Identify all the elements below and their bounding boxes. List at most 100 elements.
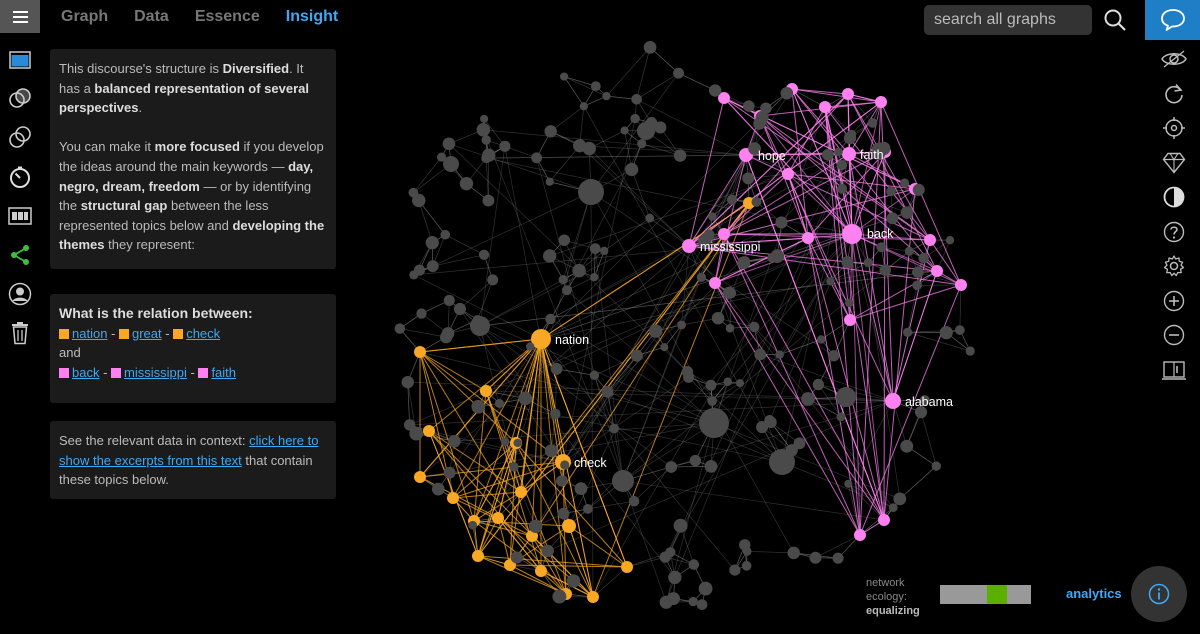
graph-node[interactable] [612, 470, 634, 492]
graph-node[interactable] [876, 242, 887, 253]
topic-node-pink[interactable] [709, 277, 721, 289]
graph-node[interactable] [886, 212, 899, 225]
topic-node-orange[interactable] [515, 486, 527, 498]
topic-node-pink[interactable] [854, 529, 866, 541]
graph-node[interactable] [665, 461, 678, 473]
timer-button[interactable] [0, 157, 40, 196]
topic-node-orange[interactable] [587, 591, 599, 603]
graph-node[interactable] [544, 444, 558, 458]
topic-node-orange[interactable] [472, 550, 484, 562]
topic-node-pink[interactable] [819, 101, 831, 113]
topic-node-pink[interactable] [682, 239, 696, 253]
network-graph[interactable]: hope faith back mississippi nation alaba… [340, 36, 980, 616]
zoom-in-button[interactable] [1152, 284, 1196, 319]
graph-node[interactable] [630, 349, 643, 362]
graph-node[interactable] [574, 482, 588, 496]
film-button[interactable] [0, 196, 40, 235]
topic-node-pink[interactable] [782, 168, 794, 180]
topic-node-pink[interactable] [842, 224, 862, 244]
graph-node[interactable] [443, 294, 455, 306]
graph-node[interactable] [756, 421, 769, 434]
user-button[interactable] [0, 274, 40, 313]
graph-node[interactable] [708, 212, 717, 221]
graph-node[interactable] [832, 552, 844, 564]
graph-node[interactable] [659, 551, 671, 563]
topic-node-orange[interactable] [621, 561, 633, 573]
graph-node[interactable] [793, 437, 806, 450]
graph-node[interactable] [509, 461, 519, 472]
topic-node-orange[interactable] [414, 346, 426, 358]
graph-node[interactable] [879, 264, 892, 276]
graph-node[interactable] [481, 135, 491, 145]
graph-node[interactable] [482, 194, 495, 207]
graph-node[interactable] [572, 263, 586, 278]
graph-node[interactable] [578, 179, 604, 205]
topic-node-orange[interactable] [562, 519, 576, 533]
topic-link-nation[interactable]: nation [72, 325, 108, 341]
chat-button[interactable] [1145, 0, 1200, 40]
topic-link-great[interactable]: great [131, 325, 162, 341]
graph-node[interactable] [541, 544, 554, 558]
graph-node[interactable] [559, 72, 569, 81]
graph-node[interactable] [645, 213, 655, 223]
graph-node[interactable] [412, 193, 426, 208]
graph-node[interactable] [643, 41, 657, 54]
topic-node-pink[interactable] [885, 393, 901, 409]
graph-node[interactable] [468, 520, 478, 530]
graph-node[interactable] [812, 378, 825, 391]
graph-node[interactable] [729, 564, 741, 576]
graph-node[interactable] [631, 94, 642, 105]
menu-button[interactable] [0, 0, 40, 33]
graph-node[interactable] [931, 461, 941, 471]
settings-button[interactable] [1152, 249, 1196, 284]
graph-node[interactable] [518, 391, 533, 406]
graph-node[interactable] [900, 206, 914, 219]
graph-node[interactable] [723, 286, 736, 299]
graph-node[interactable] [609, 423, 619, 434]
graph-node[interactable] [748, 142, 761, 156]
topic-node-orange[interactable] [526, 530, 538, 542]
graph-node[interactable] [821, 148, 834, 161]
topic-node-pink[interactable] [842, 147, 856, 161]
graph-node[interactable] [654, 121, 667, 134]
graph-node[interactable] [780, 86, 794, 100]
graph-node[interactable] [544, 125, 557, 138]
graph-node[interactable] [602, 91, 611, 101]
graph-node[interactable] [764, 415, 775, 426]
graph-node[interactable] [443, 466, 456, 479]
tab-insight[interactable]: Insight [285, 7, 339, 25]
graph-node[interactable] [600, 246, 609, 256]
graph-node[interactable] [426, 260, 439, 273]
graph-node[interactable] [914, 406, 928, 419]
graph-node[interactable] [630, 113, 640, 124]
topic-node-pink[interactable] [718, 92, 730, 104]
topic-link-mississippi[interactable]: mississippi [124, 364, 187, 380]
topic-node-orange[interactable] [531, 329, 551, 349]
graph-node[interactable] [755, 110, 769, 125]
contrast-button[interactable] [1152, 180, 1196, 215]
graph-node[interactable] [648, 324, 663, 338]
topic-node-pink[interactable] [955, 279, 967, 291]
topic-link-back[interactable]: back [72, 364, 100, 380]
graph-node[interactable] [816, 335, 826, 344]
graph-node[interactable] [459, 176, 474, 191]
graph-node[interactable] [846, 129, 857, 139]
graph-node[interactable] [416, 308, 427, 319]
graph-node[interactable] [409, 270, 419, 280]
graph-node[interactable] [660, 343, 669, 352]
graph-node[interactable] [767, 253, 777, 263]
graph-node[interactable] [912, 280, 922, 291]
topic-node-pink[interactable] [802, 232, 814, 244]
topic-node-pink[interactable] [924, 234, 936, 246]
graph-node[interactable] [500, 437, 510, 446]
topic-node-orange[interactable] [414, 471, 426, 483]
graph-node[interactable] [893, 492, 907, 506]
graph-node[interactable] [589, 370, 600, 381]
graph-node[interactable] [836, 412, 846, 422]
graph-node[interactable] [775, 216, 788, 229]
graph-node[interactable] [841, 256, 854, 269]
graph-node[interactable] [740, 256, 751, 267]
graph-node[interactable] [836, 159, 848, 171]
show-excerpts-link[interactable]: click here to show the excerpts from thi… [59, 433, 319, 468]
graph-node[interactable] [735, 379, 744, 388]
